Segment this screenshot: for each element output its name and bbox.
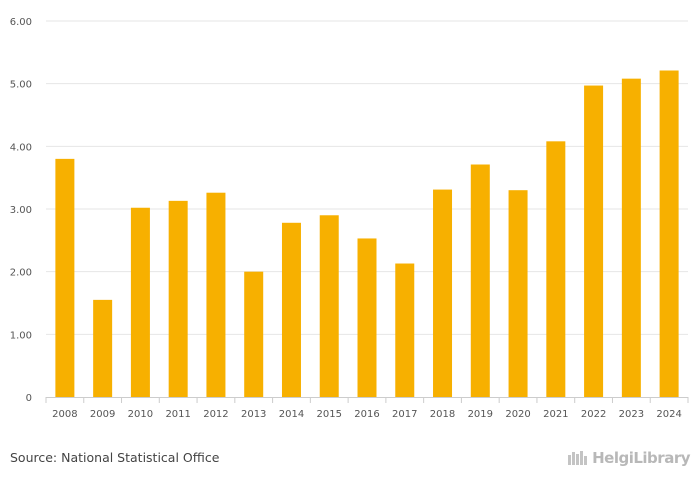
bar-2008[interactable] [55,158,75,397]
y-tick-label: 0 [26,393,32,404]
x-tick-label: 2011 [165,409,190,420]
x-tick-label: 2015 [317,409,342,420]
x-tick-label: 2008 [52,409,77,420]
bar-2016[interactable] [357,238,377,397]
x-tick-label: 2022 [581,409,606,420]
gridlines [46,20,688,335]
x-tick-label: 2023 [619,409,644,420]
source-note: Source: National Statistical Office [10,450,220,465]
y-tick-label: 4.00 [10,142,32,153]
x-tick-label: 2018 [430,409,455,420]
x-tick-label: 2020 [505,409,530,420]
bar-2013[interactable] [244,271,264,397]
bar-2020[interactable] [508,190,528,397]
y-tick-label: 1.00 [10,330,32,341]
x-tick-label: 2010 [128,409,153,420]
bars [55,70,679,398]
x-tick-label: 2016 [354,409,379,420]
y-tick-label: 3.00 [10,205,32,216]
bar-2023[interactable] [621,78,641,398]
y-tick-label: 6.00 [10,17,32,28]
x-tick-label: 2017 [392,409,417,420]
bar-2019[interactable] [470,164,490,397]
brand-name: HelgiLibrary [592,449,690,467]
x-tick-label: 2012 [203,409,228,420]
y-tick-label: 5.00 [10,80,32,91]
bar-2024[interactable] [659,70,679,398]
bar-2009[interactable] [93,299,113,397]
bar-2012[interactable] [206,192,226,397]
bar-2022[interactable] [584,85,604,398]
y-tick-label: 2.00 [10,268,32,279]
x-tick-label: 2014 [279,409,304,420]
bar-2010[interactable] [130,207,150,397]
bar-2014[interactable] [281,222,301,397]
bar-2018[interactable] [433,189,453,397]
bar-2017[interactable] [395,263,415,397]
x-tick-label: 2019 [468,409,493,420]
brand-logo[interactable]: HelgiLibrary [567,449,690,467]
x-axis: 2008 2009 2010 2011 2012 2013 2014 2015 2016 2017… [45,397,689,420]
x-tick-label: 2013 [241,409,266,420]
bar-2011[interactable] [168,200,188,397]
y-axis-ticks: 0 1.00 2.00 3.00 4.00 5.00 6.00 [10,17,32,404]
bar-2021[interactable] [546,141,566,397]
x-tick-label: 2024 [656,409,681,420]
bar-2015[interactable] [319,215,339,397]
library-icon [568,451,588,465]
x-tick-label: 2021 [543,409,568,420]
x-tick-label: 2009 [90,409,115,420]
